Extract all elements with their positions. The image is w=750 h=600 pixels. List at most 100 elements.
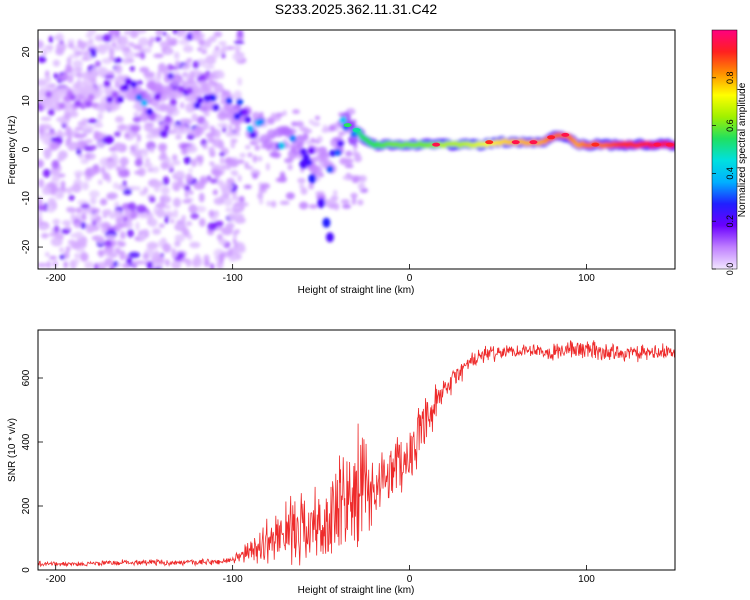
heatmap-noise-cell bbox=[95, 208, 101, 213]
heatmap-noise-cell bbox=[225, 207, 232, 213]
heatmap-noise-cell bbox=[38, 40, 43, 49]
heatmap-noise-cell bbox=[122, 180, 127, 187]
heatmap-noise-cell bbox=[181, 64, 189, 71]
heatmap-hot-cell bbox=[665, 142, 674, 147]
heatmap-noise-cell bbox=[38, 55, 47, 64]
heatmap-x-tick-label: 0 bbox=[407, 273, 413, 284]
heatmap-noise-cell bbox=[88, 190, 100, 198]
heatmap-noise-cell bbox=[164, 215, 169, 224]
heatmap-noise-cell bbox=[50, 237, 63, 247]
heatmap-noise-cell bbox=[74, 66, 83, 72]
heatmap-ridge-cell bbox=[58, 102, 66, 110]
heatmap-noise-cell bbox=[166, 33, 171, 44]
heatmap-noise-cell bbox=[213, 189, 218, 196]
heatmap-noise-cell bbox=[338, 131, 346, 136]
heatmap-noise-cell bbox=[57, 155, 62, 162]
heatmap-ridge-cell bbox=[135, 94, 143, 102]
heatmap-noise-cell bbox=[159, 195, 171, 204]
heatmap-noise-cell bbox=[279, 200, 290, 206]
heatmap-ridge-cell bbox=[74, 100, 82, 108]
heatmap-noise-cell bbox=[207, 137, 216, 144]
heatmap-noise-cell bbox=[38, 262, 48, 268]
heatmap-noise-cell bbox=[56, 42, 67, 52]
heatmap-noise-cell bbox=[136, 133, 142, 143]
heatmap-noise-cell bbox=[210, 169, 221, 175]
heatmap-noise-cell bbox=[41, 135, 52, 145]
heatmap-noise-cell bbox=[181, 147, 188, 156]
heatmap-noise-cell bbox=[208, 73, 213, 84]
heatmap-noise-cell bbox=[193, 181, 205, 190]
heatmap-noise-cell bbox=[71, 183, 82, 193]
heatmap-noise-cell bbox=[119, 250, 126, 261]
heatmap-noise-cell bbox=[162, 243, 172, 253]
heatmap-ridge-cell bbox=[334, 149, 342, 157]
heatmap-noise-cell bbox=[257, 155, 263, 162]
heatmap-noise-cell bbox=[127, 202, 137, 212]
heatmap-noise-cell bbox=[133, 111, 139, 117]
heatmap-noise-cell bbox=[41, 48, 48, 56]
heatmap-noise-cell bbox=[282, 138, 288, 144]
heatmap-ridge-cell bbox=[299, 148, 307, 156]
heatmap-noise-cell bbox=[104, 257, 114, 267]
heatmap-noise-cell bbox=[243, 184, 252, 190]
heatmap-noise-cell bbox=[259, 111, 264, 117]
heatmap-noise-cell bbox=[94, 34, 106, 42]
heatmap-noise-cell bbox=[122, 188, 133, 196]
heatmap-noise-cell bbox=[228, 248, 233, 257]
heatmap-noise-cell bbox=[270, 112, 277, 120]
heatmap-noise-cell bbox=[53, 72, 59, 79]
heatmap-noise-cell bbox=[143, 122, 154, 132]
heatmap-noise-cell bbox=[259, 198, 264, 205]
heatmap-ridge-cell bbox=[339, 116, 347, 124]
heatmap-y-tick-label: -10 bbox=[21, 191, 32, 206]
heatmap-noise-cell bbox=[225, 222, 235, 230]
heatmap-noise-cell bbox=[97, 44, 108, 55]
heatmap-noise-cell bbox=[202, 120, 210, 131]
heatmap-ridge-cell bbox=[47, 108, 55, 116]
heatmap-noise-cell bbox=[98, 249, 103, 258]
heatmap-noise-cell bbox=[47, 197, 56, 207]
heatmap-noise-cell bbox=[89, 48, 97, 58]
heatmap-ridge-cell bbox=[140, 99, 148, 107]
heatmap-noise-cell bbox=[135, 186, 141, 191]
heatmap-noise-cell bbox=[172, 197, 182, 208]
heatmap-y-tick-label: 0 bbox=[21, 146, 32, 152]
heatmap-noise-cell bbox=[92, 164, 101, 175]
heatmap-branch-cell bbox=[325, 232, 334, 243]
heatmap-hot-cell bbox=[561, 132, 570, 137]
heatmap-noise-cell bbox=[103, 246, 115, 254]
heatmap-noise-cell bbox=[228, 123, 233, 134]
colorbar-scale bbox=[711, 29, 738, 270]
heatmap-noise-cell bbox=[308, 119, 314, 125]
heatmap-noise-cell bbox=[117, 262, 122, 268]
heatmap-ridge-halo bbox=[294, 134, 305, 145]
heatmap-noise-cell bbox=[219, 182, 228, 190]
heatmap-noise-cell bbox=[308, 182, 314, 190]
heatmap-ridge-halo bbox=[43, 84, 54, 95]
heatmap-noise-cell bbox=[190, 212, 200, 220]
heatmap-noise-cell bbox=[189, 241, 201, 249]
heatmap-noise-cell bbox=[93, 131, 105, 141]
heatmap-noise-cell bbox=[171, 70, 181, 75]
heatmap-y-ticks: -20 -10 0 10 20 bbox=[21, 46, 43, 254]
snr-background bbox=[38, 330, 675, 570]
heatmap-noise-cell bbox=[279, 171, 286, 179]
heatmap-noise-cell bbox=[209, 161, 215, 166]
heatmap-noise-cell bbox=[76, 72, 84, 79]
heatmap-noise-cell bbox=[112, 260, 119, 268]
heatmap-ridge-cell bbox=[225, 97, 233, 105]
heatmap-noise-cell bbox=[143, 162, 153, 168]
heatmap-noise-cell bbox=[168, 167, 174, 173]
heatmap-noise-cell bbox=[185, 173, 193, 183]
heatmap-noise-cell bbox=[79, 208, 91, 214]
heatmap-noise-cell bbox=[88, 38, 94, 44]
heatmap-branch-cell bbox=[299, 159, 308, 170]
heatmap-noise-cell bbox=[76, 248, 86, 253]
heatmap-noise-cell bbox=[84, 261, 94, 269]
heatmap-noise-cell bbox=[198, 192, 205, 203]
heatmap-noise-cell bbox=[38, 205, 47, 212]
heatmap-noise-cell bbox=[194, 125, 205, 136]
heatmap-noise-cell bbox=[39, 224, 49, 229]
heatmap-noise-cell bbox=[149, 146, 155, 154]
heatmap-noise-cell bbox=[84, 152, 91, 160]
